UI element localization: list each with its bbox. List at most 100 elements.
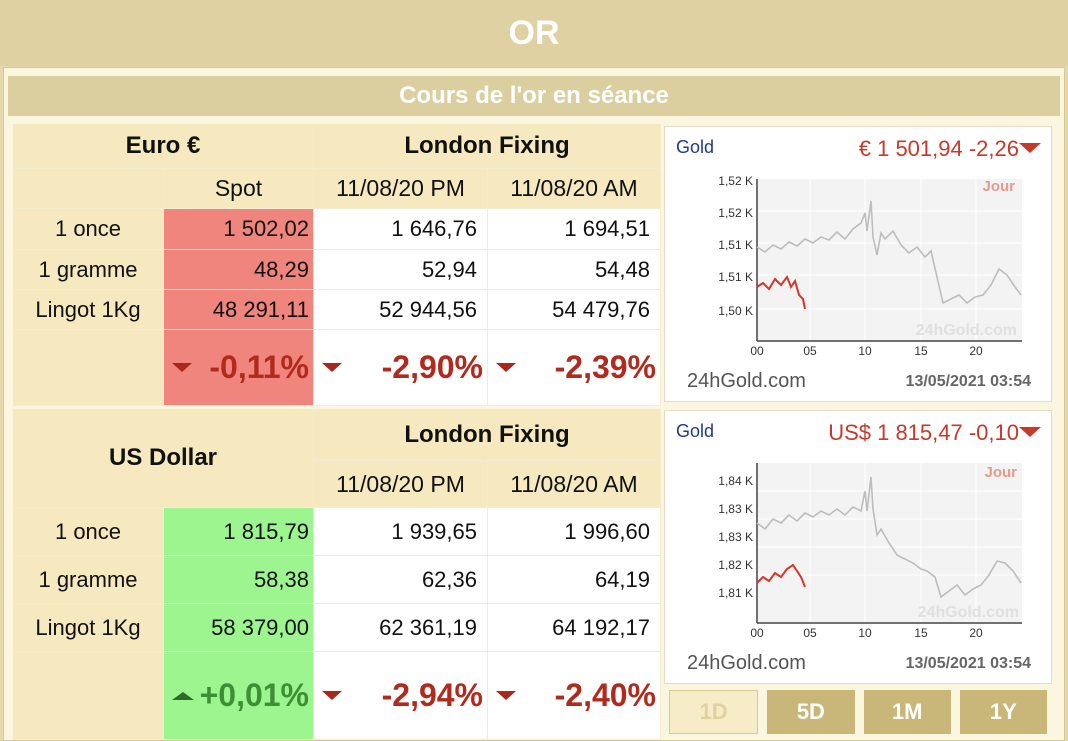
eur-price-table: Euro € London Fixing Spot 11/08/20 PM 11… (13, 124, 661, 406)
eur-x-tick: 20 (969, 344, 983, 358)
usd-pm-change: -2,94% (314, 652, 488, 740)
usd-chart-price: US$ 1 815,47 -0,10 (828, 420, 1019, 445)
usd-pm-value: 62 361,19 (314, 604, 488, 652)
usd-row-label: Lingot 1Kg (13, 604, 164, 652)
usd-spot-value: 58,38 (164, 556, 314, 604)
eur-x-tick: 15 (914, 344, 928, 358)
usd-y-tick: 1,82 K (718, 558, 753, 572)
usd-x-tick: 15 (914, 626, 928, 640)
eur-prev-day-series (756, 200, 1022, 305)
eur-period-label: Jour (982, 178, 1015, 195)
down-triangle-icon (1019, 427, 1041, 437)
eur-watermark: 24hGold.com (916, 322, 1017, 339)
eur-row-label: Lingot 1Kg (13, 290, 164, 330)
usd-am-value: 1 996,60 (488, 508, 661, 556)
eur-pm-value: 52,94 (314, 250, 488, 290)
eur-currency-header: Euro € (13, 124, 314, 169)
usd-x-tick: 10 (858, 626, 872, 640)
eur-gold-tag: Gold (676, 137, 715, 157)
usd-price-table: US Dollar London Fixing 11/08/20 PM 11/0… (13, 409, 661, 740)
usd-x-tick: 05 (803, 626, 817, 640)
eur-today-series (756, 274, 806, 310)
range-1y-button[interactable]: 1Y (959, 690, 1047, 734)
eur-chart-graphic: 1,52 K 1,52 K 1,51 K 1,51 K 1,50 K 00 05… (718, 174, 1022, 358)
usd-row-label: 1 gramme (13, 556, 164, 604)
eur-am-change-value: -2,39% (554, 349, 656, 385)
usd-chart-graphic: 1,84 K 1,83 K 1,83 K 1,82 K 1,81 K 00 05… (718, 463, 1022, 640)
usd-chart-timestamp: 13/05/2021 03:54 (905, 655, 1031, 672)
eur-fixing-header: London Fixing (314, 124, 661, 169)
usd-y-tick: 1,84 K (718, 474, 753, 488)
usd-currency-header: US Dollar (13, 409, 314, 508)
eur-x-tick: 00 (750, 344, 764, 358)
usd-fixing-header: London Fixing (314, 409, 661, 461)
eur-pm-change: -2,90% (314, 330, 488, 406)
eur-spot-change: -0,11% (164, 330, 314, 406)
eur-spot-value: 48,29 (164, 250, 314, 290)
usd-col-am: 11/08/20 AM (488, 461, 661, 508)
usd-prev-day-series (756, 476, 1022, 599)
usd-gold-chart[interactable]: 1,84 K 1,83 K 1,83 K 1,82 K 1,81 K 00 05… (664, 410, 1052, 684)
down-triangle-icon (322, 691, 342, 700)
usd-pm-change-value: -2,94% (381, 677, 483, 713)
up-triangle-icon (172, 691, 194, 700)
eur-chart-timestamp: 13/05/2021 03:54 (905, 373, 1031, 390)
usd-am-value: 64,19 (488, 556, 661, 604)
usd-am-value: 64 192,17 (488, 604, 661, 652)
eur-spot-value: 1 502,02 (164, 209, 314, 250)
usd-y-tick: 1,83 K (718, 530, 753, 544)
usd-x-tick: 00 (750, 626, 764, 640)
eur-col-spot: Spot (164, 169, 314, 209)
eur-am-value: 1 694,51 (488, 209, 661, 250)
down-triangle-icon (496, 363, 516, 372)
eur-y-tick: 1,51 K (718, 270, 753, 284)
usd-spot-change: +0,01% (164, 652, 314, 740)
down-triangle-icon (496, 691, 516, 700)
eur-am-value: 54,48 (488, 250, 661, 290)
down-triangle-icon (322, 363, 342, 372)
range-1d-button[interactable]: 1D (669, 690, 759, 734)
range-selector: 1D 5D 1M 1Y (669, 690, 1047, 734)
eur-pm-change-value: -2,90% (381, 349, 483, 385)
eur-am-change: -2,39% (488, 330, 661, 406)
usd-y-tick: 1,83 K (718, 502, 753, 516)
section-subtitle: Cours de l'or en séance (8, 76, 1060, 116)
eur-row-label: 1 once (13, 209, 164, 250)
page-title: OR (0, 0, 1068, 66)
eur-row-label: 1 gramme (13, 250, 164, 290)
usd-row-label: 1 once (13, 508, 164, 556)
usd-watermark: 24hGold.com (918, 604, 1019, 621)
eur-spot-change-value: -0,11% (209, 349, 309, 385)
eur-col-pm: 11/08/20 PM (314, 169, 488, 209)
eur-y-tick: 1,50 K (718, 304, 753, 318)
usd-pm-value: 1 939,65 (314, 508, 488, 556)
eur-col-am: 11/08/20 AM (488, 169, 661, 209)
usd-y-tick: 1,81 K (718, 586, 753, 600)
usd-pm-value: 62,36 (314, 556, 488, 604)
eur-spot-value: 48 291,11 (164, 290, 314, 330)
eur-pm-value: 1 646,76 (314, 209, 488, 250)
usd-am-change-value: -2,40% (554, 677, 656, 713)
range-1m-button[interactable]: 1M (863, 690, 951, 734)
usd-col-pm: 11/08/20 PM (314, 461, 488, 508)
usd-spot-change-value: +0,01% (199, 677, 309, 713)
usd-spot-value: 58 379,00 (164, 604, 314, 652)
usd-spot-value: 1 815,79 (164, 508, 314, 556)
eur-pm-value: 52 944,56 (314, 290, 488, 330)
eur-am-value: 54 479,76 (488, 290, 661, 330)
usd-today-series (756, 563, 806, 588)
usd-gold-tag: Gold (676, 421, 715, 441)
eur-x-tick: 05 (803, 344, 817, 358)
down-triangle-icon (172, 363, 192, 372)
usd-chart-site[interactable]: 24hGold.com (687, 652, 806, 674)
eur-chart-site[interactable]: 24hGold.com (687, 370, 806, 392)
eur-chart-price: € 1 501,94 -2,26 (858, 136, 1019, 161)
usd-am-change: -2,40% (488, 652, 661, 740)
range-5d-button[interactable]: 5D (767, 690, 855, 734)
down-triangle-icon (1019, 143, 1041, 153)
eur-x-tick: 10 (858, 344, 872, 358)
eur-y-tick: 1,52 K (718, 174, 753, 188)
eur-gold-chart[interactable]: 1,52 K 1,52 K 1,51 K 1,51 K 1,50 K 00 05… (664, 126, 1052, 402)
usd-x-tick: 20 (969, 626, 983, 640)
eur-y-tick: 1,52 K (718, 206, 753, 220)
